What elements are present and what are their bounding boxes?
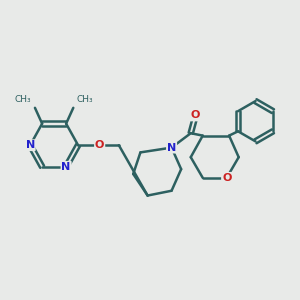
Text: O: O <box>222 173 231 183</box>
Text: CH₃: CH₃ <box>15 95 31 104</box>
Text: N: N <box>26 140 35 150</box>
Text: O: O <box>191 110 200 121</box>
Text: O: O <box>95 140 104 150</box>
Text: N: N <box>167 142 176 153</box>
Text: CH₃: CH₃ <box>77 95 93 104</box>
Text: N: N <box>61 162 71 172</box>
